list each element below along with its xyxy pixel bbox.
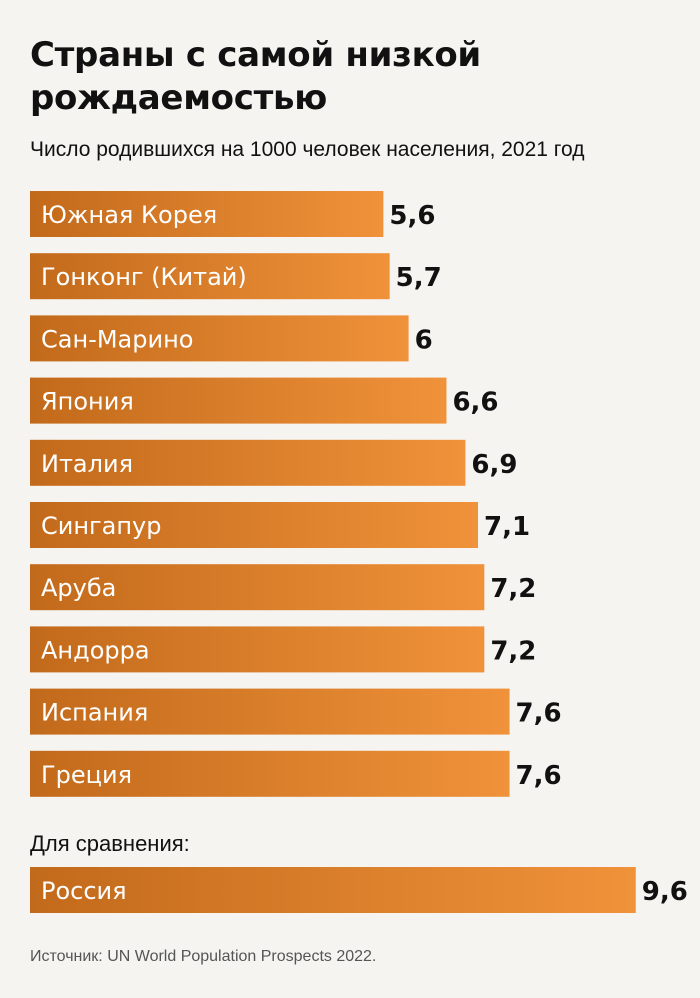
country-bar (30, 750, 510, 797)
country-category-label: Сингапур (41, 512, 162, 540)
country-category-label: Греция (41, 761, 132, 789)
comparison-bar (30, 867, 636, 913)
country-bar (30, 626, 485, 673)
country-category-label: Испания (41, 699, 148, 727)
country-category-label: Япония (41, 388, 134, 416)
country-category-label: Андорра (41, 636, 150, 664)
country-bar (30, 253, 390, 300)
country-value-label: 6,9 (471, 450, 517, 480)
comparison-category-label: Россия (41, 877, 127, 905)
country-category-label: Южная Корея (41, 201, 217, 229)
country-bar (30, 688, 510, 735)
country-value-label: 7,1 (484, 512, 530, 542)
country-bar (30, 315, 409, 362)
country-category-label: Сан-Марино (41, 325, 193, 353)
country-value-label: 6 (415, 325, 433, 355)
source-note: Источник: UN World Population Prospects … (30, 948, 377, 965)
country-bar (30, 191, 384, 237)
country-bar (30, 439, 466, 486)
country-value-label: 7,6 (516, 761, 562, 791)
country-value-label: 5,7 (396, 263, 442, 293)
country-category-label: Аруба (41, 574, 116, 602)
country-category-label: Гонконг (Китай) (41, 263, 247, 291)
country-bar (30, 502, 479, 548)
country-value-label: 7,2 (490, 574, 536, 604)
country-value-label: 7,2 (490, 636, 536, 666)
country-bar (30, 377, 447, 424)
country-value-label: 6,6 (452, 388, 498, 418)
bars-group: Южная Корея 5,6 Гонконг (Китай) 5,7 Сан-Мари… (30, 191, 688, 913)
comparison-label: Для сравнения: (30, 831, 190, 856)
comparison-value-label: 9,6 (642, 877, 688, 907)
country-value-label: 7,6 (516, 699, 562, 729)
country-bar (30, 564, 485, 611)
country-category-label: Италия (41, 450, 133, 478)
chart-title: Страны с самой низкой рождаемостью (30, 35, 481, 118)
country-value-label: 5,6 (389, 201, 435, 231)
chart-subtitle: Число родившихся на 1000 человек населен… (30, 138, 585, 161)
